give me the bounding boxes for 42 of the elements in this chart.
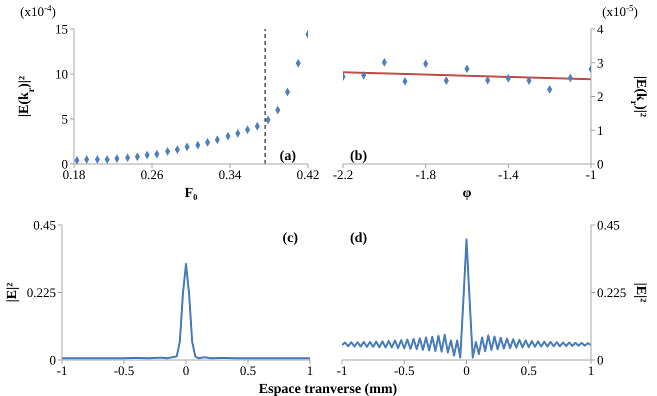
x-axis-title: φ bbox=[462, 186, 472, 201]
x-tick-label: -1 bbox=[586, 167, 596, 182]
x-tick-label: 0 bbox=[463, 363, 470, 378]
y-tick-label: 0 bbox=[50, 352, 56, 368]
x-tick-label: 0.34 bbox=[218, 167, 242, 182]
y2-tick-label: 0.45 bbox=[597, 218, 620, 233]
y-tick-label: 0.45 bbox=[33, 218, 56, 233]
text: (x10$^{-5}$) bbox=[602, 3, 638, 19]
x-tick-label: -0.5 bbox=[114, 363, 134, 378]
y-tick-label: 5 bbox=[62, 112, 68, 127]
x-tick-label: -1 bbox=[336, 363, 348, 378]
x-tick-label: 1 bbox=[306, 363, 314, 378]
x-tick-label: 0.5 bbox=[240, 363, 256, 378]
x-tick-label: 0 bbox=[182, 363, 190, 378]
x-tick-label: 1 bbox=[588, 363, 594, 378]
x-tick-label: -0.5 bbox=[394, 363, 415, 378]
y-tick-label: 10 bbox=[55, 66, 68, 82]
x-tick-label: -1.8 bbox=[415, 167, 436, 182]
y2-tick-label: 3 bbox=[597, 55, 604, 70]
y2-tick-label: 0 bbox=[597, 156, 604, 172]
y2-tick-label: 2 bbox=[597, 89, 604, 104]
x-axis-title: Espace tranverse (mm) bbox=[258, 382, 398, 396]
annotation: (d) bbox=[350, 231, 368, 246]
annotation: (a) bbox=[280, 149, 296, 164]
y-tick-label: 0.225 bbox=[26, 285, 56, 300]
y-tick-label: 15 bbox=[55, 22, 68, 37]
x-tick-label: -2.2 bbox=[332, 167, 354, 182]
x-tick-label: 0.5 bbox=[520, 363, 537, 378]
x-tick-label: 0.26 bbox=[140, 167, 164, 182]
text: (x10$^{-4}$) bbox=[20, 3, 56, 19]
x-tick-label: -1.4 bbox=[498, 167, 520, 182]
y-axis-title: |E|² bbox=[5, 282, 20, 302]
annotation: (b) bbox=[350, 149, 368, 164]
x-tick-label: -1 bbox=[56, 363, 68, 378]
y2-tick-label: 1 bbox=[597, 122, 604, 138]
annotation: (c) bbox=[282, 231, 298, 246]
y2-tick-label: 0 bbox=[597, 352, 604, 368]
x-axis-title: F₀ bbox=[184, 186, 198, 201]
y2-axis-title: |E|² bbox=[633, 282, 648, 302]
y2-tick-label: 4 bbox=[597, 22, 604, 37]
y2-tick-label: 0.225 bbox=[597, 285, 626, 300]
x-tick-label: 0.42 bbox=[296, 167, 320, 182]
